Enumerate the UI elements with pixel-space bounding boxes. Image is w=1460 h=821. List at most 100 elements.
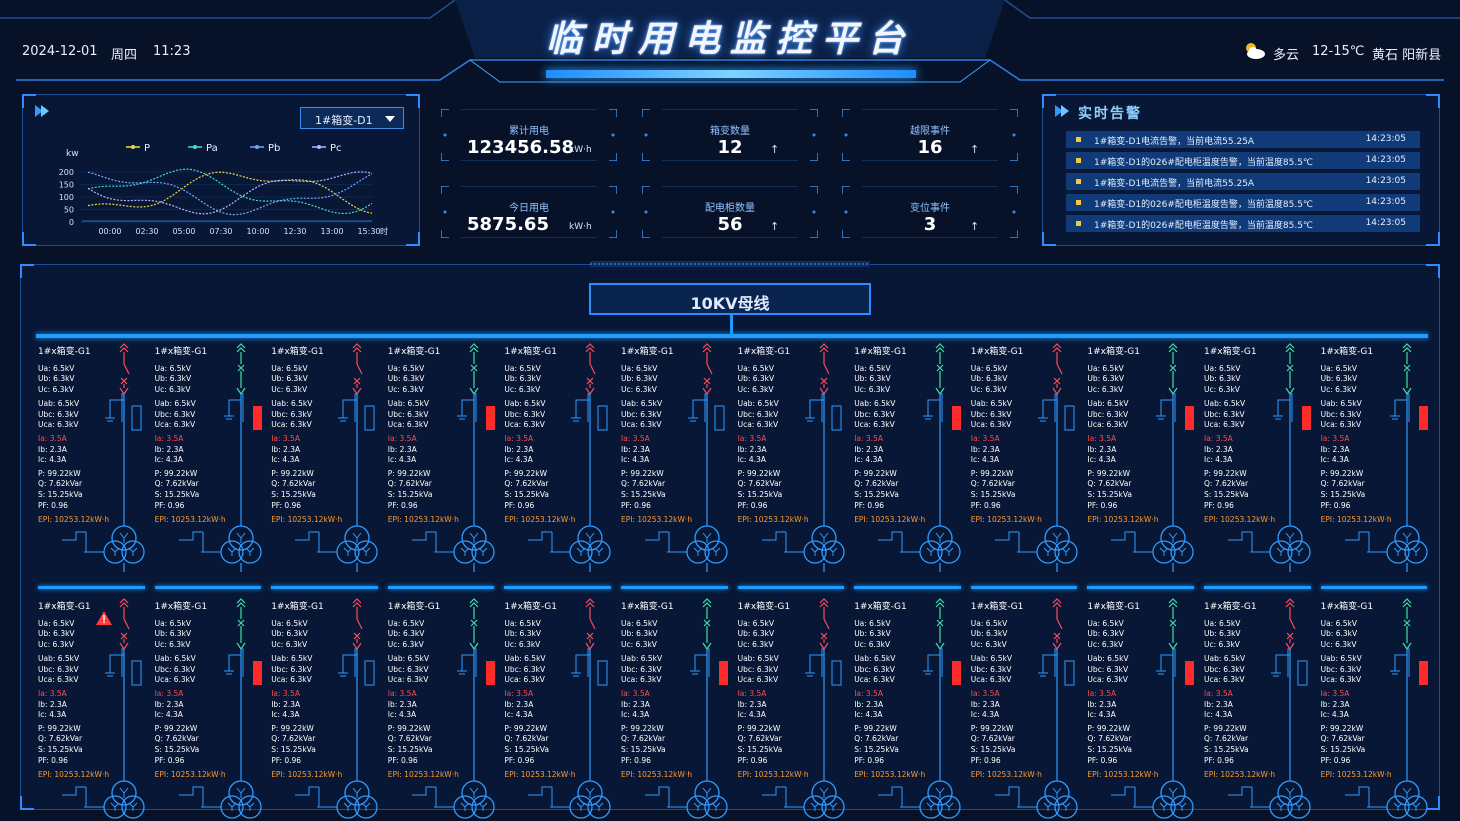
transformer-unit[interactable]: 1#x箱变-G1 Ua: 6.5kV Ub: 6.3kV Uc: 6.3kV Uab: …	[269, 598, 385, 819]
transformer-unit[interactable]: 1#x箱变-G1 Ua: 6.5kV Ub: 6.3kV Uc: 6.3kV Uab: …	[969, 343, 1085, 572]
transformer-select[interactable]: 1#箱变-D1	[300, 107, 404, 129]
unit-reading: Ubc: 6.3kV	[1087, 410, 1129, 419]
unit-reading: Uca: 6.3kV	[504, 420, 545, 429]
transformer-unit[interactable]: 1#x箱变-G1 Ua: 6.5kV Ub: 6.3kV Uc: 6.3kV Uab: …	[736, 598, 852, 819]
transformer-unit[interactable]: 1#x箱变-G1 Ua: 6.5kV Ub: 6.3kV Uc: 6.3kV Uab: …	[386, 343, 502, 572]
transformer-unit[interactable]: 1#x箱变-G1 Ua: 6.5kV Ub: 6.3kV Uc: 6.3kV Uab: …	[36, 343, 152, 572]
unit-reading: S: 15.25kVa	[854, 745, 899, 754]
unit-reading: Ub: 6.3kV	[737, 629, 775, 638]
unit-reading: P: 99.22kW	[621, 469, 664, 478]
legend-label-pc[interactable]: Pc	[330, 143, 342, 154]
transformer-unit[interactable]: 1#x箱变-G1 Ua: 6.5kV Ub: 6.3kV Uc: 6.3kV Uab: …	[619, 598, 735, 819]
alarm-row[interactable]: 1#箱变-D1电流告警，当前电流55.25A 14:23:05	[1066, 173, 1420, 190]
unit-reading: Ia: 3.5A	[1204, 689, 1233, 698]
unit-reading: P: 99.22kW	[854, 724, 897, 733]
transformer-unit[interactable]: 1#x箱变-G1 Ua: 6.5kV Ub: 6.3kV Uc: 6.3kV Uab: …	[852, 343, 968, 572]
transformer-unit[interactable]: 1#x箱变-G1 Ua: 6.5kV Ub: 6.3kV Uc: 6.3kV Uab: …	[736, 343, 852, 572]
unit-reading: PF: 0.96	[854, 501, 885, 510]
unit-reading: Ib: 2.3A	[1204, 445, 1233, 454]
transformer-unit[interactable]: 1#x箱变-G1 Ua: 6.5kV Ub: 6.3kV Uc: 6.3kV Uab: …	[1085, 343, 1201, 572]
transformer-unit[interactable]: 1#x箱变-G1 Ua: 6.5kV Ub: 6.3kV Uc: 6.3kV Uab: …	[502, 598, 618, 819]
x-unit-label: 时	[380, 226, 388, 236]
transformer-unit[interactable]: 1#x箱变-G1 Ua: 6.5kV Ub: 6.3kV Uc: 6.3kV Uab: …	[1085, 598, 1201, 819]
unit-reading: Ua: 6.5kV	[271, 619, 308, 628]
alarm-row[interactable]: 1#箱变-D1的026#配电柜温度告警，当前温度85.5℃ 14:23:05	[1066, 194, 1420, 211]
unit-reading: Ubc: 6.3kV	[387, 410, 429, 419]
unit-reading: Ubc: 6.3kV	[854, 410, 895, 419]
unit-reading: Uca: 6.3kV	[1320, 420, 1362, 429]
unit-reading: Ua: 6.5kV	[387, 619, 425, 628]
unit-reading: PF: 0.96	[38, 756, 68, 765]
unit-schematic	[1344, 343, 1428, 572]
unit-reading: Uab: 6.5kV	[1087, 399, 1129, 408]
unit-reading: EPI: 10253.12kW·h	[1320, 515, 1392, 524]
unit-reading: Ib: 2.3A	[970, 700, 1000, 709]
unit-reading: Q: 7.62kVar	[387, 479, 432, 488]
unit-reading: Uca: 6.3kV	[1320, 675, 1362, 684]
transformer-unit[interactable]: 1#x箱变-G1 Ua: 6.5kV Ub: 6.3kV Uc: 6.3kV Uab: …	[619, 343, 735, 572]
unit-reading: Q: 7.62kVar	[154, 734, 199, 743]
unit-reading: Uca: 6.3kV	[737, 675, 779, 684]
unit-schematic	[528, 343, 612, 572]
unit-reading: Uca: 6.3kV	[271, 420, 312, 429]
transformer-unit[interactable]: 1#x箱变-G1 Ua: 6.5kV Ub: 6.3kV Uc: 6.3kV Uab: …	[969, 598, 1085, 819]
legend-label-pb[interactable]: Pb	[268, 143, 280, 154]
unit-title: 1#x箱变-G1	[854, 347, 907, 357]
unit-reading: Ub: 6.3kV	[1204, 374, 1241, 383]
header-weather: 多云	[1273, 48, 1300, 63]
transformer-unit[interactable]: 1#x箱变-G1 Ua: 6.5kV Ub: 6.3kV Uc: 6.3kV Uab: …	[153, 343, 269, 572]
unit-reading: EPI: 10253.12kW·h	[387, 770, 459, 779]
alarm-row[interactable]: 1#箱变-D1电流告警，当前电流55.25A 14:23:05	[1066, 131, 1420, 148]
unit-reading: Uab: 6.5kV	[504, 654, 546, 663]
unit-reading: Uab: 6.5kV	[970, 654, 1012, 663]
unit-reading: Uab: 6.5kV	[154, 654, 196, 663]
transformer-unit[interactable]: 1#x箱变-G1 Ua: 6.5kV Ub: 6.3kV Uc: 6.3kV Uab: …	[36, 598, 152, 819]
unit-reading: Uab: 6.5kV	[621, 654, 663, 663]
unit-reading: PF: 0.96	[737, 756, 768, 765]
header-time: 11:23	[153, 44, 191, 59]
unit-reading: P: 99.22kW	[271, 469, 314, 478]
transformer-unit[interactable]: 1#x箱变-G1 Ua: 6.5kV Ub: 6.3kV Uc: 6.3kV Uab: …	[1319, 343, 1435, 572]
transformer-unit[interactable]: 1#x箱变-G1 Ua: 6.5kV Ub: 6.3kV Uc: 6.3kV Uab: …	[386, 598, 502, 819]
unit-reading: Uab: 6.5kV	[854, 399, 896, 408]
unit-reading: EPI: 10253.12kW·h	[1087, 770, 1159, 779]
secondary-bus-segment	[737, 586, 845, 589]
unit-reading: Uc: 6.3kV	[504, 640, 541, 649]
alarm-row[interactable]: 1#箱变-D1的026#配电柜温度告警，当前温度85.5℃ 14:23:05	[1066, 215, 1420, 232]
unit-reading: Ub: 6.3kV	[38, 629, 75, 638]
unit-reading: P: 99.22kW	[1320, 469, 1364, 478]
unit-reading: Ib: 2.3A	[154, 445, 184, 454]
transformer-unit[interactable]: 1#x箱变-G1 Ua: 6.5kV Ub: 6.3kV Uc: 6.3kV Uab: …	[1319, 598, 1435, 819]
unit-reading: Ib: 2.3A	[1087, 445, 1117, 454]
legend-label-p[interactable]: P	[144, 143, 150, 154]
warning-icon[interactable]	[96, 611, 112, 625]
bus-label[interactable]: 10KV母线	[589, 283, 871, 315]
unit-reading: Uca: 6.3kV	[970, 675, 1012, 684]
unit-schematic	[645, 343, 728, 572]
unit-reading: S: 15.25kVa	[154, 745, 200, 754]
alarm-row[interactable]: 1#箱变-D1的026#配电柜温度告警，当前温度85.5℃ 14:23:05	[1066, 152, 1420, 169]
transformer-unit[interactable]: 1#x箱变-G1 Ua: 6.5kV Ub: 6.3kV Uc: 6.3kV Uab: …	[1202, 343, 1318, 572]
unit-schematic	[178, 598, 262, 819]
bus-stem	[730, 315, 733, 335]
transformer-unit[interactable]: 1#x箱变-G1 Ua: 6.5kV Ub: 6.3kV Uc: 6.3kV Uab: …	[852, 598, 968, 819]
header-date: 2024-12-01	[22, 44, 98, 59]
unit-reading: EPI: 10253.12kW·h	[154, 770, 226, 779]
unit-reading: Ic: 4.3A	[271, 710, 300, 719]
unit-reading: Ic: 4.3A	[621, 710, 650, 719]
transformer-unit[interactable]: 1#x箱变-G1 Ua: 6.5kV Ub: 6.3kV Uc: 6.3kV Uab: …	[269, 343, 385, 572]
transformer-unit[interactable]: 1#x箱变-G1 Ua: 6.5kV Ub: 6.3kV Uc: 6.3kV Uab: …	[153, 598, 269, 819]
unit-reading: Ic: 4.3A	[38, 455, 67, 464]
unit-reading: EPI: 10253.12kW·h	[504, 515, 576, 524]
transformer-unit[interactable]: 1#x箱变-G1 Ua: 6.5kV Ub: 6.3kV Uc: 6.3kV Uab: …	[502, 343, 618, 572]
stat-position-change-events: 变位事件 3 ↑	[842, 186, 1018, 238]
transformer-unit[interactable]: 1#x箱变-G1 Ua: 6.5kV Ub: 6.3kV Uc: 6.3kV Uab: …	[1202, 598, 1318, 819]
unit-reading: Ib: 2.3A	[271, 700, 301, 709]
unit-reading: Ubc: 6.3kV	[154, 665, 196, 674]
legend-label-pa[interactable]: Pa	[206, 143, 218, 154]
unit-reading: PF: 0.96	[271, 501, 302, 510]
unit-reading: Ua: 6.5kV	[970, 619, 1008, 628]
unit-reading: S: 15.25kVa	[1087, 745, 1133, 754]
unit-schematic	[295, 598, 378, 819]
secondary-bus-segment	[970, 586, 1078, 589]
